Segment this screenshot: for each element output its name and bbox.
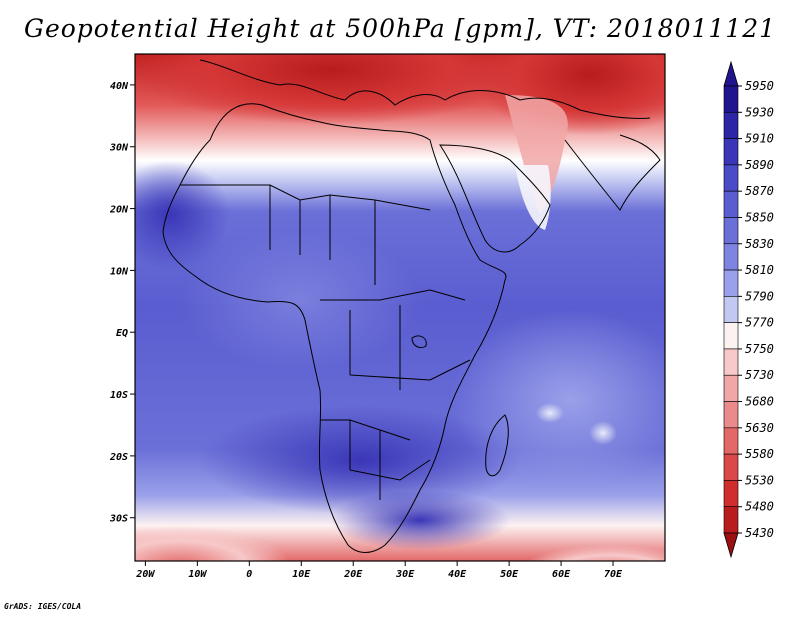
colorbar-label: 5580 [745,447,774,461]
lon-tick-label: 50E [500,569,519,580]
lat-tick-label: 10S [110,390,128,401]
lat-tick-label: EQ [116,328,128,339]
colorbar-label: 5770 [745,316,774,330]
deep-blue-west [135,160,230,270]
europe-coast [199,59,651,119]
lon-tick-label: 30E [395,569,415,580]
lat-tick-label: 20N [109,205,129,216]
lake-victoria [411,335,427,349]
colorbar-segment [723,164,739,192]
india [564,134,661,211]
colorbar-label: 5790 [745,289,774,303]
colorbar-segment [723,322,739,350]
colorbar-label: 5430 [745,526,774,540]
borders-central [320,289,471,390]
longitude-axis: 20W 10W 0 10E 20E 30E 40E 50E 60E 70E [135,561,623,580]
colorbar-label: 5480 [745,500,774,514]
plot-frame [134,53,666,562]
colorbar-segment [723,217,739,245]
white-spot-2 [536,403,564,423]
colorbar-label: 5680 [745,395,774,409]
lon-tick-label: 40E [448,569,467,580]
lat-tick-label: 30S [109,514,128,525]
colorbar-segment [723,296,739,323]
lon-tick-label: 20W [135,569,155,580]
lon-tick-label: 70E [604,569,623,580]
colorbar-segment [723,269,739,297]
colorbar-segment [723,453,739,481]
colorbar-segment [723,374,739,402]
colorbar-label: 5750 [745,342,774,356]
colorbar-label: 5730 [745,368,774,382]
warm-core-asia [470,54,665,135]
white-tongue-arabia [515,165,551,230]
contour-field [135,54,665,561]
colorbar-label: 5810 [745,263,774,277]
colorbar-min-triangle [723,532,739,559]
lat-tick-label: 20S [109,452,128,463]
colorbar-segment [723,401,739,429]
warm-tongue-arabia [505,95,568,215]
colorbar-max-triangle [723,60,739,87]
borders-north [180,184,431,285]
coastlines [162,59,661,553]
colorbar-label: 5850 [745,210,774,224]
grads-credit: GrADS: IGES/COLA [4,602,82,611]
colorbar-segment [723,85,739,113]
colorbar-label: 5890 [745,158,774,172]
light-blue-indian [450,310,665,490]
lon-tick-label: 20E [343,569,363,580]
colorbar: 5950 5930 5910 5890 5870 5850 5830 5810 5790 5770… [723,60,774,559]
warm-sw [135,525,290,561]
colorbar-segment [723,427,739,455]
arabia [439,144,551,253]
lon-tick-label: 0 [246,569,252,580]
madagascar [485,414,509,477]
lon-tick-label: 10W [188,569,207,580]
africa-coastline [162,103,507,553]
colorbar-label: 5950 [745,79,774,93]
lon-tick-label: 10E [292,569,311,580]
lat-tick-label: 40N [110,81,129,92]
colorbar-segment [723,480,739,508]
lon-tick-label: 60E [552,569,571,580]
colorbar-segment [723,111,739,139]
warm-core-med [135,54,530,125]
colorbar-segment [723,506,739,534]
latitude-axis: 40N 30N 20N 10N EQ 10S 20S 30S [109,81,135,525]
colorbar-segment [723,138,739,166]
deep-blue-south [200,405,520,515]
lat-tick-label: 10N [110,266,129,277]
light-blue-central [180,230,420,370]
map-title: Geopotential Height at 500hPa [gpm], VT:… [23,14,777,43]
white-spot-1 [589,421,617,445]
lat-tick-label: 30N [109,143,129,154]
colorbar-label: 5530 [745,473,774,487]
colorbar-label: 5870 [745,184,774,198]
colorbar-label: 5630 [745,421,774,435]
borders-south [320,419,431,500]
colorbar-segment [723,348,739,376]
colorbar-segment [723,243,739,271]
colorbar-label: 5830 [745,237,774,251]
colorbar-label: 5910 [745,132,774,146]
deep-blue-south2 [330,490,510,550]
colorbar-label: 5930 [745,105,774,119]
colorbar-segment [723,190,739,218]
warm-se [526,545,665,561]
